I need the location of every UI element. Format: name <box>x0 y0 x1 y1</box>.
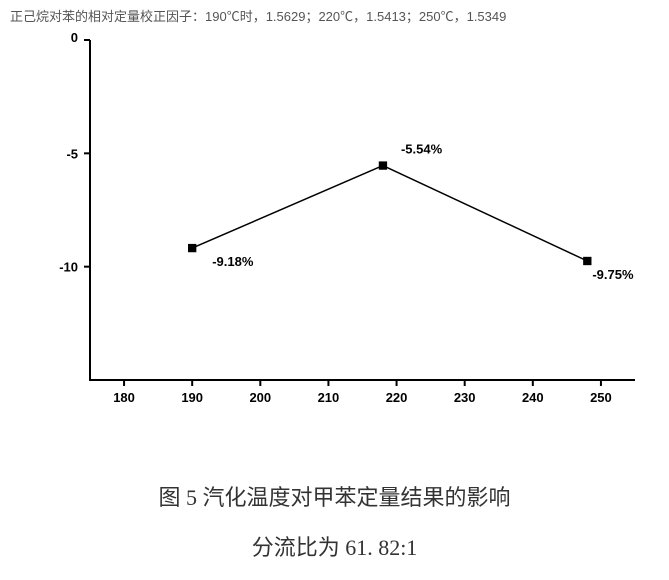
figure-subcaption: 分流比为 61. 82:1 <box>0 530 669 562</box>
header-text: 正己烷对苯的相对定量校正因子：190℃时，1.5629；220℃，1.5413；… <box>10 6 506 25</box>
svg-text:180: 180 <box>113 390 135 405</box>
svg-text:-5.54%: -5.54% <box>401 142 443 157</box>
svg-text:250: 250 <box>590 390 612 405</box>
svg-text:-9.75%: -9.75% <box>592 267 634 282</box>
svg-text:-10: -10 <box>59 260 78 275</box>
svg-text:200: 200 <box>249 390 271 405</box>
svg-text:0: 0 <box>71 30 78 45</box>
svg-text:-9.18%: -9.18% <box>212 254 254 269</box>
figure-caption: 图 5 汽化温度对甲苯定量结果的影响 <box>0 480 669 512</box>
svg-text:-5: -5 <box>66 146 78 161</box>
line-chart: -5 -10 0 180 190 200 210 220 230 240 250 -9.18% -5.5… <box>20 30 650 450</box>
chart-container: -5 -10 0 180 190 200 210 220 230 240 250 -9.18% -5.5… <box>20 30 650 450</box>
svg-text:220: 220 <box>386 390 408 405</box>
svg-text:240: 240 <box>522 390 544 405</box>
svg-text:190: 190 <box>181 390 203 405</box>
svg-text:230: 230 <box>454 390 476 405</box>
svg-text:210: 210 <box>318 390 340 405</box>
